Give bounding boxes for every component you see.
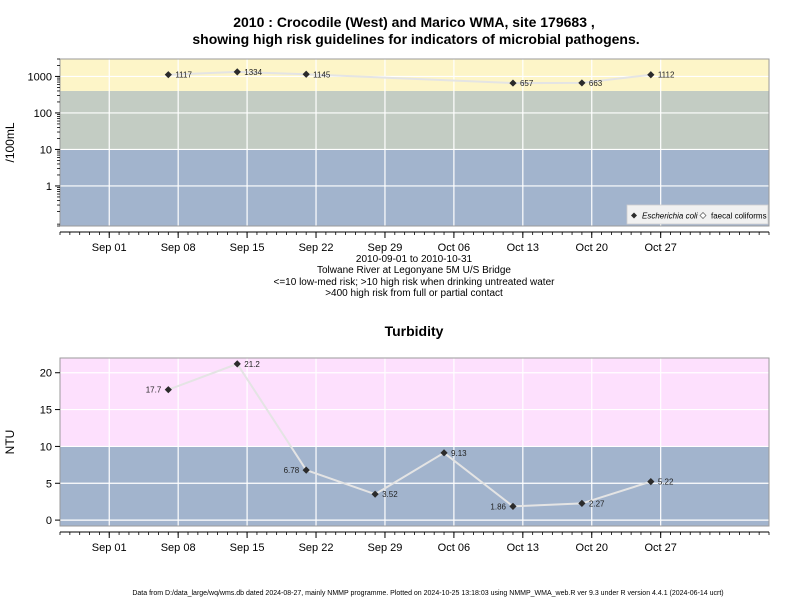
y-tick-label-2: 10: [40, 441, 52, 453]
x-tick-label-0: Sep 01: [92, 242, 127, 254]
series-0-line: [168, 70, 651, 85]
plot-frame: [59, 58, 770, 227]
x-tick-label-5: Oct 06: [438, 542, 470, 554]
legend-marker-faecal-coliforms: [699, 212, 707, 219]
x-tick-label-6: Oct 13: [507, 542, 539, 554]
data-label-0-7: 5.22: [658, 478, 674, 487]
note-drinking-guideline: <=10 low-med risk; >10 high risk when dr…: [274, 277, 556, 288]
data-label-0-5: 1.86: [490, 502, 506, 511]
footer-note: Data from D:/data_large/wq/wms.db dated …: [132, 590, 723, 597]
x-tick-label-4: Sep 29: [368, 542, 403, 554]
chart1-title-line2: showing high risk guidelines for indicat…: [192, 31, 639, 47]
data-label-0-2: 1145: [313, 70, 331, 79]
data-point-0-2: [302, 466, 310, 474]
series-0-line: [167, 362, 652, 508]
legend-label-e-coli: Escherichia coli: [642, 212, 698, 221]
y-tick-label-1: 10: [40, 144, 52, 156]
x-tick-label-7: Oct 20: [576, 542, 608, 554]
data-point-0-1: [233, 68, 241, 76]
data-label-0-4: 663: [589, 79, 603, 88]
x-tick-label-2: Sep 15: [230, 242, 265, 254]
y-axis-label: NTU: [3, 430, 17, 455]
x-tick-label-5: Oct 06: [438, 242, 470, 254]
y-tick-label-1: 5: [46, 478, 52, 490]
data-point-0-2: [302, 70, 310, 78]
note-contact-guideline: >400 high risk from full or partial cont…: [325, 288, 503, 299]
data-label-0-6: 2.27: [589, 499, 605, 508]
data-label-0-4: 9.13: [451, 449, 467, 458]
guideline-band-1: [60, 90, 769, 150]
data-label-0-2: 6.78: [284, 466, 300, 475]
note-site-name: Tolwane River at Legonyane 5M U/S Bridge: [317, 265, 511, 276]
legend-label-faecal-coliforms: faecal coliforms: [711, 212, 767, 221]
data-point-0-1: [233, 360, 241, 368]
data-point-0-0: [164, 71, 172, 79]
x-tick-label-6: Oct 13: [507, 242, 539, 254]
y-tick-label-2: 100: [34, 108, 52, 120]
legend-box: [626, 204, 769, 225]
data-point-0-4: [578, 79, 586, 87]
data-label-0-0: 1117: [175, 71, 192, 80]
chart1-title: 2010 : Crocodile (West) and Marico WMA, …: [233, 14, 595, 30]
turbidity-plot: 0 5 10 15 20 NTU Sep 01 Sep 08 Sep 15 Sep 22 Sep 2…: [3, 357, 770, 554]
data-label-0-3: 657: [520, 79, 534, 88]
guideline-band-1: [60, 358, 769, 447]
x-tick-label-3: Sep 22: [299, 242, 334, 254]
y-tick-label-3: 1000: [28, 71, 52, 83]
y-tick-label-4: 20: [40, 368, 52, 380]
chart2-title: Turbidity: [385, 323, 444, 339]
data-point-0-5: [509, 502, 517, 510]
microbial-plot: 1 10 100 1000/100mL Sep 01 Sep 08 Sep 15 Sep 22…: [3, 58, 770, 254]
x-tick-label-8: Oct 27: [644, 542, 676, 554]
x-tick-label-1: Sep 08: [161, 542, 196, 554]
data-point-0-4: [440, 449, 448, 457]
data-point-0-3: [371, 490, 379, 498]
data-point-0-3: [509, 79, 517, 87]
note-date-range: 2010-09-01 to 2010-10-31: [356, 254, 473, 265]
y-tick-label-3: 15: [40, 405, 52, 417]
x-tick-label-8: Oct 27: [644, 242, 676, 254]
x-tick-label-7: Oct 20: [576, 242, 608, 254]
x-tick-label-1: Sep 08: [161, 242, 196, 254]
y-tick-label-0: 0: [46, 515, 52, 527]
data-label-0-3: 3.52: [382, 490, 398, 499]
data-label-0-1: 21.2: [244, 360, 260, 369]
data-label-0-0: 17.7: [146, 386, 162, 395]
data-point-0-5: [647, 71, 655, 79]
y-axis-label: /100mL: [3, 122, 17, 162]
x-tick-label-2: Sep 15: [230, 542, 265, 554]
data-label-0-1: 1334: [244, 68, 262, 77]
x-tick-label-0: Sep 01: [92, 542, 127, 554]
x-tick-label-4: Sep 29: [368, 242, 403, 254]
legend-marker-e-coli: [631, 212, 637, 219]
data-label-0-5: 1112: [658, 71, 675, 80]
data-point-0-6: [578, 499, 586, 507]
data-point-0-7: [647, 478, 655, 486]
data-point-0-0: [164, 386, 172, 394]
x-tick-label-3: Sep 22: [299, 542, 334, 554]
y-tick-label-0: 1: [46, 181, 52, 193]
plot-frame: [59, 357, 770, 527]
